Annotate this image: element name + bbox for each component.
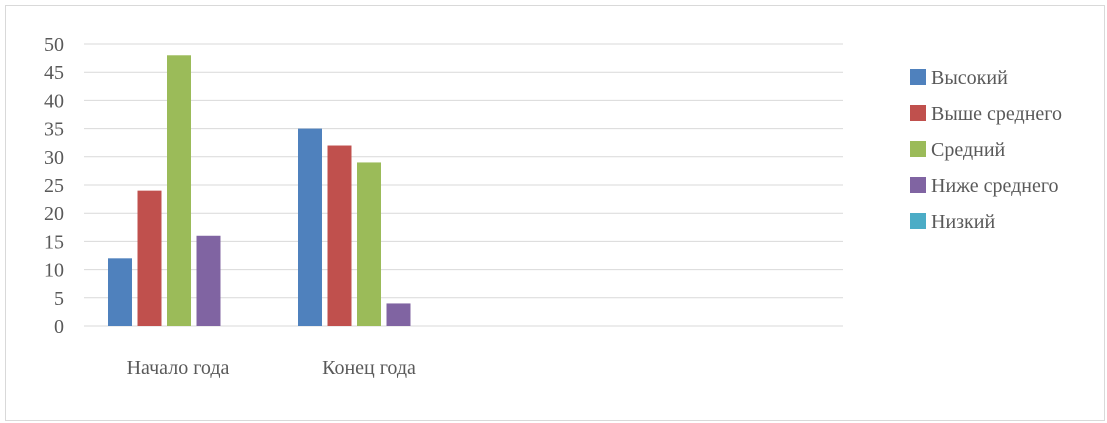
legend-swatch	[910, 213, 926, 229]
bar-2-2	[327, 145, 352, 326]
bar-4-1	[196, 235, 221, 326]
legend-label: Выше среднего	[931, 103, 1062, 125]
y-tick-label: 0	[54, 316, 64, 338]
legend-swatch	[910, 141, 926, 157]
y-tick-label: 35	[44, 119, 64, 141]
legend-swatch	[910, 69, 926, 85]
bar-2-1	[137, 190, 162, 326]
legend-swatch	[910, 105, 926, 121]
bar-1-2	[298, 128, 322, 326]
bar-4-2	[386, 303, 411, 326]
bar-3-2	[357, 162, 381, 326]
y-tick-label: 25	[44, 175, 64, 197]
y-tick-label: 45	[44, 62, 64, 84]
bar-3-1	[167, 55, 191, 326]
y-tick-label: 5	[54, 288, 64, 310]
bars	[108, 55, 411, 326]
x-category-label: Конец года	[322, 357, 416, 379]
y-tick-label: 40	[44, 90, 64, 112]
y-tick-label: 20	[44, 203, 64, 225]
bar-1-1	[108, 258, 132, 326]
y-tick-label: 10	[44, 260, 64, 282]
legend-label: Ниже среднего	[931, 175, 1059, 197]
legend-label: Средний	[931, 139, 1006, 161]
legend: Высокий Выше среднего Средний Ниже среднего…	[910, 67, 1062, 233]
x-axis-categories: Начало года Конец года	[127, 357, 416, 379]
y-tick-label: 30	[44, 147, 64, 169]
x-category-label: Начало года	[127, 357, 230, 379]
y-axis-ticks: 0 5 10 15 20 25 30 35 40 45 50	[44, 34, 64, 338]
y-tick-label: 50	[44, 34, 64, 56]
y-tick-label: 15	[44, 231, 64, 253]
legend-label: Высокий	[931, 67, 1008, 89]
legend-label: Низкий	[931, 211, 995, 233]
legend-swatch	[910, 177, 926, 193]
